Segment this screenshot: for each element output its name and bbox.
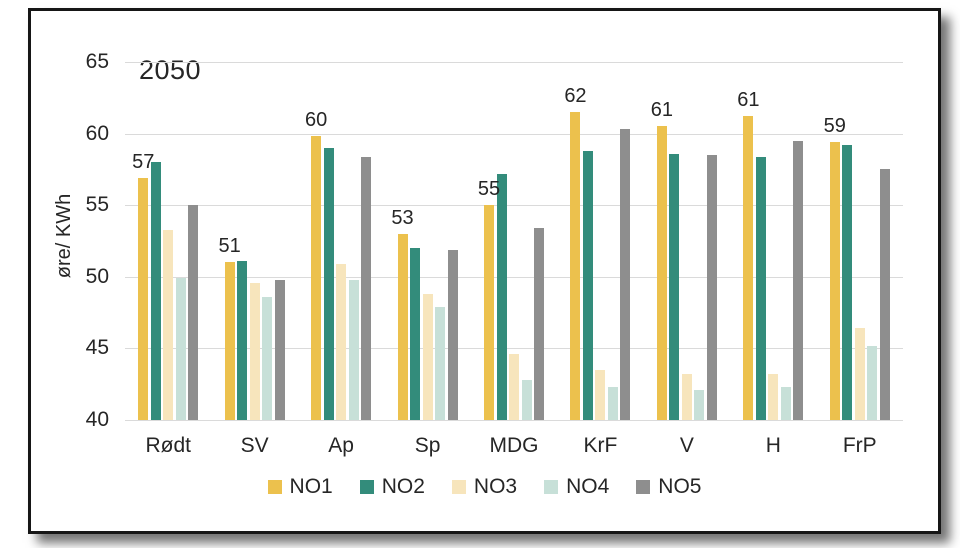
legend-label-NO1: NO1 xyxy=(289,475,333,498)
bar-NO1-KrF xyxy=(570,112,581,420)
bar-NO4-SV xyxy=(262,296,273,420)
y-tick-45: 45 xyxy=(85,336,109,360)
bar-NO2-MDG xyxy=(496,173,507,420)
bar-NO1-SV xyxy=(224,262,235,420)
plot-area: 57 51 60 53 55 62 61 61 59 xyxy=(125,62,903,421)
bar-NO5-Ap xyxy=(361,156,372,420)
bar-value-label-Rødt: 57 xyxy=(132,151,155,173)
bar-NO4-V xyxy=(694,389,705,420)
x-tick-Sp: Sp xyxy=(414,434,441,457)
bar-NO4-Sp xyxy=(435,306,446,420)
y-tick-55: 55 xyxy=(85,193,109,217)
legend-swatch-NO3 xyxy=(451,480,466,494)
bar-NO5-MDG xyxy=(534,228,544,420)
legend-label-NO5: NO5 xyxy=(658,475,702,498)
bar-NO3-KrF xyxy=(595,369,606,420)
bar-NO1-Ap xyxy=(311,136,322,420)
bar-NO3-H xyxy=(768,374,779,420)
bar-NO2-V xyxy=(669,153,680,420)
legend-item-NO4: NO4 xyxy=(544,475,609,499)
bar-value-label-H: 61 xyxy=(737,89,760,112)
legend-swatch-NO5 xyxy=(636,480,651,494)
legend: NO1 NO2 NO3 NO4 NO5 xyxy=(31,475,938,499)
bar-NO4-MDG xyxy=(521,379,532,420)
gridline-60 xyxy=(125,133,903,135)
gridline-45 xyxy=(125,348,903,350)
x-tick-MDG: MDG xyxy=(489,434,539,457)
bar-NO4-H xyxy=(780,387,791,420)
y-tick-65: 65 xyxy=(85,50,109,73)
bar-NO2-Rødt xyxy=(150,162,161,420)
bar-NO2-H xyxy=(755,156,766,420)
chart-title: 2050 xyxy=(139,55,202,85)
bar-NO1-FrP xyxy=(829,142,840,420)
y-tick-60: 60 xyxy=(85,121,109,145)
bar-NO2-KrF xyxy=(582,150,593,420)
bar-NO2-FrP xyxy=(842,145,853,420)
bar-NO3-Ap xyxy=(336,263,347,420)
gridline-50 xyxy=(125,276,903,278)
x-tick-H: H xyxy=(765,434,781,457)
bar-NO5-KrF xyxy=(620,129,631,420)
chart-card: 2050 øre/ KWh 40 45 50 55 60 65 57 51 60 53 55 62 6… xyxy=(28,8,941,534)
legend-label-NO2: NO2 xyxy=(381,475,425,498)
bar-NO1-Sp xyxy=(397,233,408,420)
bar-NO1-Rødt xyxy=(138,178,149,420)
bar-NO3-Sp xyxy=(422,293,433,420)
bar-NO5-Rødt xyxy=(188,205,199,420)
bar-value-label-KrF: 62 xyxy=(564,85,587,108)
x-tick-V: V xyxy=(679,434,694,457)
legend-swatch-NO1 xyxy=(267,480,282,494)
gridline-65 xyxy=(125,62,903,63)
bar-NO4-Rødt xyxy=(175,278,186,420)
bar-NO5-H xyxy=(793,140,804,420)
legend-label-NO3: NO3 xyxy=(473,475,518,498)
bar-value-label-SV: 51 xyxy=(218,235,241,258)
y-axis-title: øre/ KWh xyxy=(53,193,75,279)
bar-NO4-FrP xyxy=(867,345,878,420)
bar-NO5-SV xyxy=(274,279,285,420)
legend-item-NO1: NO1 xyxy=(267,475,333,499)
bar-NO3-Rødt xyxy=(163,229,174,420)
legend-item-NO2: NO2 xyxy=(359,475,425,499)
x-axis-labels: Rødt SV Ap Sp MDG KrF V H FrP xyxy=(125,434,903,460)
x-tick-KrF: KrF xyxy=(583,434,618,457)
bar-NO1-V xyxy=(656,126,667,420)
legend-item-NO3: NO3 xyxy=(451,475,518,499)
gridline-40 xyxy=(125,420,903,421)
bar-NO5-V xyxy=(706,155,717,420)
x-tick-SV: SV xyxy=(240,434,269,457)
bar-NO2-Ap xyxy=(323,147,334,420)
y-tick-40: 40 xyxy=(85,408,109,431)
x-tick-Rødt: Rødt xyxy=(145,434,191,457)
gridline-55 xyxy=(125,205,903,207)
bar-NO3-FrP xyxy=(854,328,865,420)
bar-NO1-H xyxy=(743,116,754,420)
bar-value-label-Ap: 60 xyxy=(304,109,328,132)
bar-NO4-Ap xyxy=(348,279,359,420)
bar-NO5-FrP xyxy=(879,169,890,420)
bar-NO2-SV xyxy=(237,261,248,420)
x-tick-FrP: FrP xyxy=(842,434,877,457)
x-tick-Ap: Ap xyxy=(328,434,354,457)
bar-NO4-KrF xyxy=(607,387,618,420)
bar-NO3-SV xyxy=(249,282,260,420)
y-tick-50: 50 xyxy=(85,264,109,288)
legend-item-NO5: NO5 xyxy=(636,475,701,499)
bar-value-label-Sp: 53 xyxy=(391,206,414,229)
bar-NO2-Sp xyxy=(410,248,421,420)
legend-label-NO4: NO4 xyxy=(566,475,610,498)
bar-NO1-MDG xyxy=(484,205,494,420)
bar-value-label-MDG: 55 xyxy=(477,178,501,201)
bar-NO3-V xyxy=(681,374,692,420)
legend-swatch-NO2 xyxy=(359,480,374,494)
legend-swatch-NO4 xyxy=(544,480,559,494)
bar-NO5-Sp xyxy=(447,249,458,420)
bar-NO3-MDG xyxy=(509,354,519,420)
bar-value-label-FrP: 59 xyxy=(823,115,846,138)
bar-value-label-V: 61 xyxy=(650,99,673,122)
